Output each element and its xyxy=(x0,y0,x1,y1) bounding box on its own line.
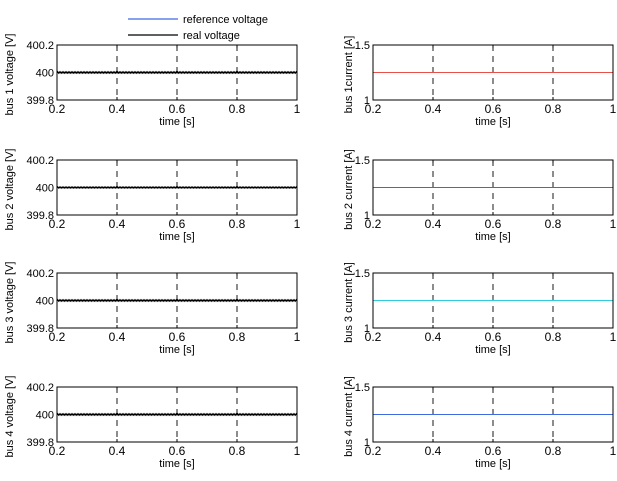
y-axis-label: bus 2 current [A] xyxy=(343,149,355,230)
y-tick-label: 1.5 xyxy=(355,382,370,394)
y-tick-label: 400 xyxy=(36,410,54,422)
x-axis-label: time [s] xyxy=(159,231,194,243)
x-tick-label: 1 xyxy=(294,102,301,116)
y-axis-label: bus 4 voltage [V] xyxy=(4,376,16,458)
x-tick-label: 0.6 xyxy=(169,330,186,344)
series-line xyxy=(56,186,298,189)
x-tick-label: 0.2 xyxy=(49,444,66,458)
x-tick-label: 1 xyxy=(294,217,301,231)
x-axis-label: time [s] xyxy=(475,116,510,128)
x-tick-label: 0.4 xyxy=(109,444,126,458)
x-tick-label: 0.4 xyxy=(425,444,442,458)
x-tick-label: 0.6 xyxy=(169,217,186,231)
x-tick-label: 0.8 xyxy=(545,444,562,458)
y-axis-label: bus 1current [A] xyxy=(343,36,355,114)
x-tick-label: 0.4 xyxy=(109,217,126,231)
x-tick-label: 0.4 xyxy=(425,330,442,344)
x-axis-label: time [s] xyxy=(475,458,510,470)
x-tick-label: 1 xyxy=(294,330,301,344)
subplot-6: 0.2 0.4 0.6 0.8 1 1 1.5 time [s] bus 3 current [… xyxy=(343,262,617,356)
x-tick-label: 0.2 xyxy=(365,444,382,458)
x-tick-label: 0.8 xyxy=(229,102,246,116)
y-tick-label: 1.5 xyxy=(355,40,370,52)
series-2 xyxy=(56,186,298,189)
x-tick-label: 0.2 xyxy=(365,330,382,344)
legend: reference voltage real voltage xyxy=(128,14,268,42)
y-axis-label: bus 3 voltage [V] xyxy=(4,262,16,344)
y-tick-label: 400 xyxy=(36,183,54,195)
y-axis-label: bus 2 voltage [V] xyxy=(4,149,16,231)
y-axis-label: bus 1 voltage [V] xyxy=(4,34,16,116)
series-2 xyxy=(56,412,298,417)
subplot-8: 0.2 0.4 0.6 0.8 1 1 1.5 time [s] bus 4 current [… xyxy=(343,376,617,470)
x-tick-label: 0.8 xyxy=(229,217,246,231)
x-tick-label: 0.8 xyxy=(545,217,562,231)
y-tick-label: 400 xyxy=(36,68,54,80)
x-tick-label: 0.2 xyxy=(365,217,382,231)
x-tick-label: 0.6 xyxy=(485,217,502,231)
x-tick-label: 0.8 xyxy=(229,330,246,344)
x-tick-label: 0.2 xyxy=(49,102,66,116)
x-axis-label: time [s] xyxy=(159,344,194,356)
y-tick-label: 400.2 xyxy=(26,40,54,52)
y-axis-label: bus 4 current [A] xyxy=(343,376,355,457)
y-tick-label: 1.5 xyxy=(355,268,370,280)
y-tick-label: 399.8 xyxy=(26,323,54,335)
series-line xyxy=(56,70,298,75)
x-tick-label: 0.4 xyxy=(425,217,442,231)
y-tick-label: 1.5 xyxy=(355,155,370,167)
legend-label-reference: reference voltage xyxy=(183,14,268,26)
x-tick-label: 1 xyxy=(610,217,617,231)
y-tick-label: 399.8 xyxy=(26,95,54,107)
x-axis-label: time [s] xyxy=(159,458,194,470)
x-tick-label: 0.6 xyxy=(169,444,186,458)
x-tick-label: 0.2 xyxy=(365,102,382,116)
y-tick-label: 1 xyxy=(364,323,370,335)
x-tick-label: 1 xyxy=(610,330,617,344)
subplot-7: 0.2 0.4 0.6 0.8 1 399.8 400 400.2 time [s] bus 4 … xyxy=(4,376,301,470)
x-tick-label: 0.6 xyxy=(485,102,502,116)
legend-label-real: real voltage xyxy=(183,30,240,42)
x-axis-label: time [s] xyxy=(475,231,510,243)
x-tick-label: 0.4 xyxy=(109,102,126,116)
x-tick-label: 0.4 xyxy=(425,102,442,116)
x-tick-label: 0.4 xyxy=(109,330,126,344)
y-tick-label: 1 xyxy=(364,210,370,222)
series-2 xyxy=(56,70,298,75)
x-tick-label: 0.8 xyxy=(545,330,562,344)
y-tick-label: 400.2 xyxy=(26,382,54,394)
series-2 xyxy=(56,298,298,303)
x-axis-label: time [s] xyxy=(475,344,510,356)
x-tick-label: 0.6 xyxy=(169,102,186,116)
y-tick-label: 400.2 xyxy=(26,268,54,280)
y-tick-label: 1 xyxy=(364,437,370,449)
x-tick-label: 0.6 xyxy=(485,444,502,458)
subplot-1: 0.2 0.4 0.6 0.8 1 399.8 400 400.2 time [s] bus 1 … xyxy=(4,34,301,128)
subplot-3: 0.2 0.4 0.6 0.8 1 399.8 400 400.2 time [s] bus 2 … xyxy=(4,149,301,243)
series-line xyxy=(56,412,298,417)
subplot-5: 0.2 0.4 0.6 0.8 1 399.8 400 400.2 time [s] bus 3 … xyxy=(4,262,301,356)
x-tick-label: 1 xyxy=(610,444,617,458)
x-tick-label: 0.2 xyxy=(49,217,66,231)
x-tick-label: 1 xyxy=(610,102,617,116)
subplot-2: 0.2 0.4 0.6 0.8 1 1 1.5 time [s] bus 1current [A… xyxy=(343,36,617,128)
x-axis-label: time [s] xyxy=(159,116,194,128)
x-tick-label: 0.8 xyxy=(545,102,562,116)
y-tick-label: 400 xyxy=(36,296,54,308)
x-tick-label: 1 xyxy=(294,444,301,458)
subplot-4: 0.2 0.4 0.6 0.8 1 1 1.5 time [s] bus 2 current [… xyxy=(343,149,617,243)
y-axis-label: bus 3 current [A] xyxy=(343,262,355,343)
subplot-grid: 0.2 0.4 0.6 0.8 1 399.8 400 400.2 time [s] bus 1 … xyxy=(4,34,617,470)
y-tick-label: 400.2 xyxy=(26,155,54,167)
y-tick-label: 399.8 xyxy=(26,210,54,222)
series-line xyxy=(56,298,298,303)
x-tick-label: 0.8 xyxy=(229,444,246,458)
x-tick-label: 0.2 xyxy=(49,330,66,344)
x-tick-label: 0.6 xyxy=(485,330,502,344)
y-tick-label: 1 xyxy=(364,95,370,107)
y-tick-label: 399.8 xyxy=(26,437,54,449)
